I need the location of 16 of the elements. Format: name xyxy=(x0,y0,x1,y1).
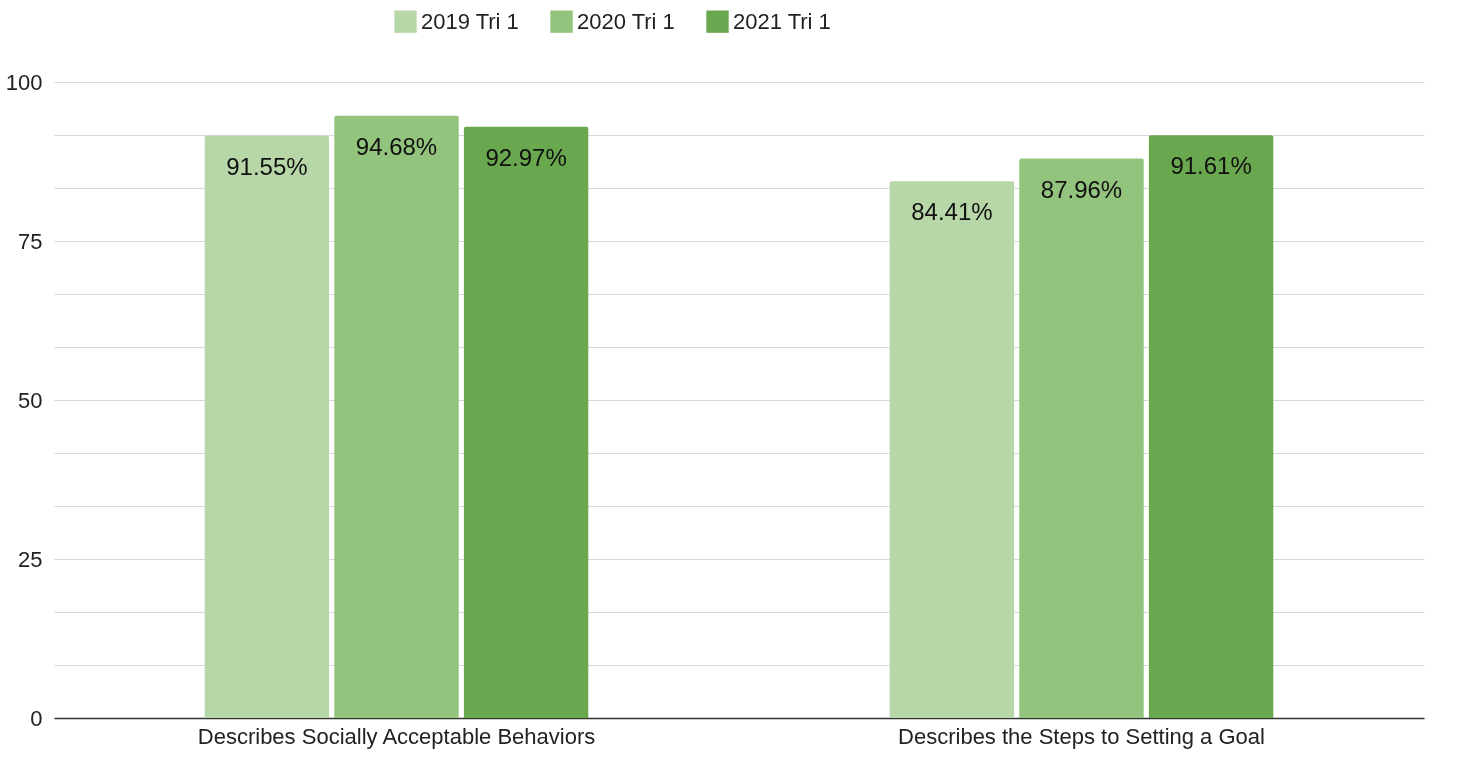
y-tick-label: 0 xyxy=(30,705,43,731)
x-tick-label: Describes the Steps to Setting a Goal xyxy=(898,723,1265,749)
legend-label: 2019 Tri 1 xyxy=(421,8,519,34)
data-label: 91.55% xyxy=(226,152,308,180)
x-tick-label: Describes Socially Acceptable Behaviors xyxy=(197,723,596,749)
data-label: 84.41% xyxy=(911,198,993,226)
legend-label: 2021 Tri 1 xyxy=(733,8,831,34)
legend-label: 2020 Tri 1 xyxy=(577,8,675,34)
y-tick-label: 100 xyxy=(5,69,43,95)
y-tick-label: 25 xyxy=(18,546,43,572)
y-tick-label: 50 xyxy=(18,387,43,413)
data-label: 94.68% xyxy=(355,132,438,160)
data-label: 87.96% xyxy=(1040,175,1123,203)
data-label: 92.97% xyxy=(485,143,567,171)
data-label: 91.61% xyxy=(1170,152,1252,180)
y-tick-label: 75 xyxy=(18,228,43,254)
